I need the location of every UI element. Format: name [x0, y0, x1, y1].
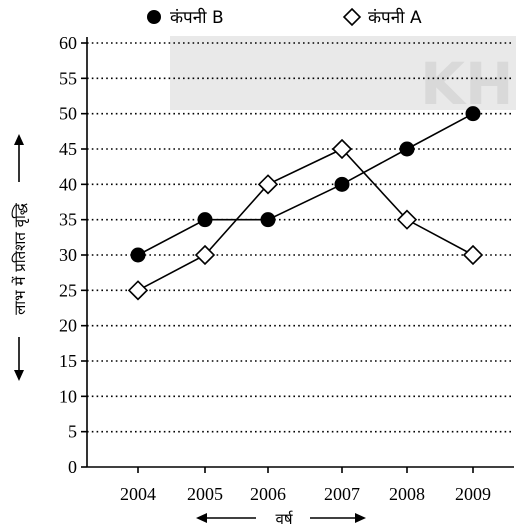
- point-company-b-2004: [130, 247, 146, 263]
- legend-label-company-a: कंपनी A: [368, 7, 422, 28]
- x-tick-label-2004: 2004: [120, 484, 156, 504]
- y-tick-label-25: 25: [59, 280, 77, 300]
- x-axis-title-group: वर्ष: [196, 510, 366, 527]
- y-tick-label-30: 30: [59, 245, 77, 265]
- legend: कंपनी B कंपनी A: [147, 7, 422, 28]
- legend-marker-company-a: [342, 7, 362, 27]
- x-tick-label-2005: 2005: [187, 484, 223, 504]
- grid: [87, 42, 514, 433]
- point-company-b-2009: [465, 106, 481, 122]
- y-axis-arrowhead-down: [14, 370, 24, 381]
- y-tick-label-45: 45: [59, 139, 77, 159]
- axes: [81, 37, 514, 473]
- y-tick-label-60: 60: [59, 33, 77, 53]
- x-axis-arrowhead-right: [355, 513, 366, 523]
- point-company-b-2006: [260, 212, 276, 228]
- x-tick-label-2008: 2008: [389, 484, 425, 504]
- y-tick-label-35: 35: [59, 210, 77, 230]
- series: [127, 106, 484, 301]
- x-tick-label-2006: 2006: [250, 484, 286, 504]
- series-line-company-a: [137, 148, 474, 292]
- y-tick-label-0: 0: [68, 457, 77, 477]
- x-tick-label-2009: 2009: [455, 484, 491, 504]
- y-axis-arrowhead-up: [14, 134, 24, 145]
- y-tick-label-40: 40: [59, 174, 77, 194]
- series-line-company-b: [137, 112, 474, 256]
- y-tick-labels: 0 5 10 15 20 25 30 35 40 45 50 55 60: [59, 33, 77, 477]
- point-company-a-2005: [194, 244, 216, 266]
- y-tick-label-5: 5: [68, 422, 77, 442]
- point-company-a-2009: [462, 244, 484, 266]
- point-company-b-2005: [197, 212, 213, 228]
- x-axis-title: वर्ष: [275, 510, 293, 527]
- point-company-a-2007: [331, 138, 353, 160]
- point-company-a-2006: [257, 174, 279, 195]
- point-company-b-2007: [334, 176, 350, 192]
- point-company-b-2008: [399, 141, 415, 157]
- y-axis-title: लाभ में प्रतिशत वृद्धि: [11, 202, 30, 315]
- x-tick-label-2007: 2007: [324, 484, 360, 504]
- y-tick-label-55: 55: [59, 68, 77, 88]
- legend-label-company-b: कंपनी B: [170, 7, 224, 28]
- y-tick-label-20: 20: [59, 316, 77, 336]
- watermark-text: KH: [420, 50, 514, 118]
- y-axis-title-group: लाभ में प्रतिशत वृद्धि: [11, 134, 30, 381]
- x-tick-labels: 2004 2005 2006 2007 2008 2009: [120, 484, 491, 504]
- y-tick-label-15: 15: [59, 351, 77, 371]
- watermark: KH: [170, 36, 516, 118]
- x-axis-arrowhead-left: [196, 513, 207, 523]
- y-tick-label-50: 50: [59, 104, 77, 124]
- y-tick-label-10: 10: [59, 386, 77, 406]
- legend-marker-company-b: [147, 10, 161, 24]
- point-company-a-2008: [396, 209, 418, 230]
- point-company-a-2004: [127, 280, 149, 301]
